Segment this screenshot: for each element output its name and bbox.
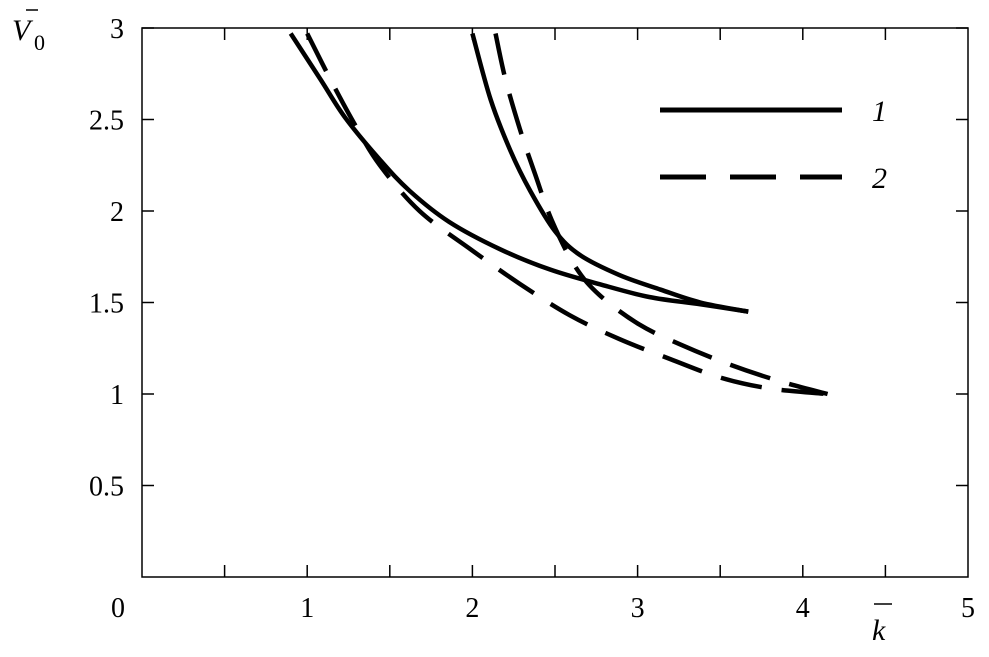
y-tick-label: 3 [110, 14, 124, 45]
plot-frame [141, 27, 969, 578]
y-tick-label: 0.5 [89, 472, 124, 503]
x-tick-label: 4 [796, 593, 810, 624]
y-axis-label: V 0 [12, 9, 45, 55]
series-dashed-curve-3 [305, 32, 828, 397]
y-tick-label: 1.5 [89, 289, 124, 320]
x-tick-label: 5 [961, 593, 975, 624]
legend-label-2: 2 [872, 162, 887, 195]
y-axis-label-text: V [12, 14, 34, 47]
ticks [142, 27, 968, 577]
y-tick-label: 2 [110, 197, 124, 228]
x-tick-labels: 0 1 2 3 4 5 [111, 593, 975, 624]
series-solid-curve-1 [288, 32, 749, 314]
x-tick-label: 2 [465, 593, 479, 624]
x-tick-label: 0 [111, 593, 125, 624]
y-tick-label: 1 [110, 380, 124, 411]
y-axis-label-subscript: 0 [34, 30, 45, 55]
legend: 1 2 [660, 95, 887, 195]
y-tick-label: 2.5 [89, 106, 124, 137]
curves [288, 32, 829, 397]
y-tick-labels: 0.5 1 1.5 2 2.5 3 [89, 14, 124, 503]
legend-label-1: 1 [872, 95, 887, 128]
x-tick-label: 3 [631, 593, 645, 624]
series-dashed-curve-4 [493, 33, 829, 397]
x-tick-label: 1 [300, 593, 314, 624]
series-solid-curve-2 [470, 32, 749, 314]
x-axis-label-text: k [872, 614, 886, 647]
x-axis-label: k [872, 603, 892, 647]
